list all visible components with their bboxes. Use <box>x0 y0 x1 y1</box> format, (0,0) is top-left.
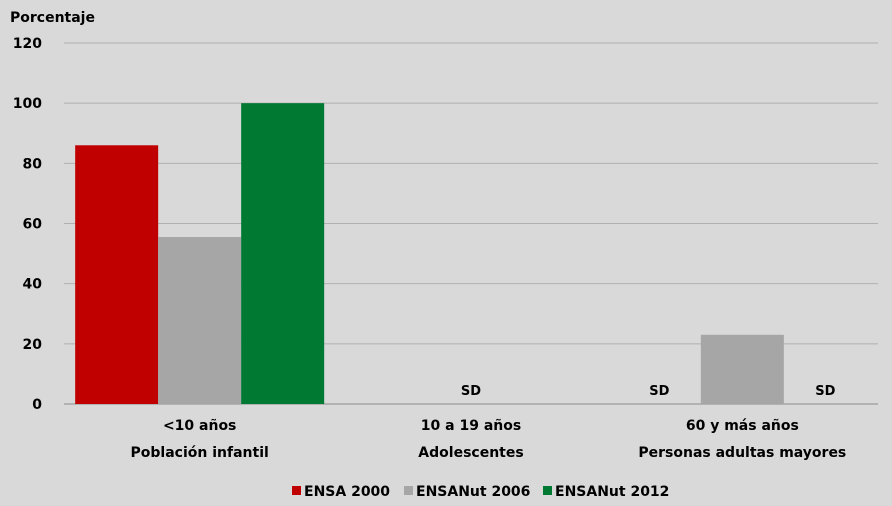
bar <box>241 103 325 405</box>
x-tick-label: 60 y más años <box>686 418 799 434</box>
bar <box>158 237 242 404</box>
legend-label: ENSA 2000 <box>304 484 390 500</box>
y-axis-title: Porcentaje <box>10 10 95 26</box>
legend-swatch <box>543 486 552 495</box>
x-tick-sublabel: Población infantil <box>131 445 269 461</box>
y-tick-label: 40 <box>23 277 43 293</box>
legend-label: ENSANut 2006 <box>416 484 530 500</box>
bars <box>75 103 784 405</box>
x-tick-sublabel: Adolescentes <box>418 445 523 461</box>
y-tick-label: 0 <box>32 397 42 413</box>
legend-swatch <box>292 486 301 495</box>
legend-swatch <box>404 486 413 495</box>
y-tick-label: 60 <box>23 217 43 233</box>
missing-data-label: SD <box>815 384 835 399</box>
bar <box>700 334 784 404</box>
legend-label: ENSANut 2012 <box>555 484 669 500</box>
labels: 0 20 40 60 80 100 120 <10 años Población infanti… <box>13 36 847 461</box>
x-tick-sublabel: Personas adultas mayores <box>638 445 846 461</box>
y-tick-label: 20 <box>23 337 43 353</box>
y-tick-label: 80 <box>23 156 43 172</box>
missing-data-label: SD <box>461 384 481 399</box>
missing-data-label: SD <box>649 384 669 399</box>
legend: ENSA 2000 ENSANut 2006 ENSANut 2012 <box>292 484 669 500</box>
x-tick-label: <10 años <box>163 418 236 434</box>
x-tick-label: 10 a 19 años <box>421 418 521 434</box>
bar <box>75 145 159 405</box>
y-tick-label: 120 <box>13 36 42 52</box>
y-tick-label: 100 <box>13 96 42 112</box>
